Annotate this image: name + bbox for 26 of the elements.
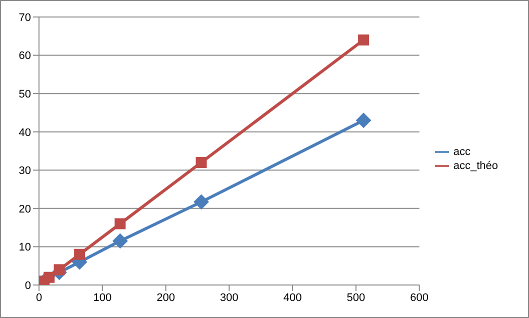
y-tick-label: 30 <box>18 165 31 178</box>
x-tick-label: 500 <box>346 292 366 304</box>
y-tick-label: 0 <box>24 280 31 292</box>
x-tick-label: 0 <box>36 292 42 304</box>
point <box>356 112 372 128</box>
point <box>112 233 128 248</box>
x-tick-label: 100 <box>93 292 112 304</box>
point <box>358 34 370 46</box>
x-tick-label: 200 <box>156 292 175 304</box>
point <box>74 248 86 260</box>
y-tick-label: 10 <box>18 242 31 254</box>
point <box>196 156 207 168</box>
y-tick-label: 60 <box>18 50 31 62</box>
y-tick-label: 50 <box>18 88 31 100</box>
point <box>44 272 55 283</box>
x-tick-label: 600 <box>410 292 429 304</box>
y-tick-label: 40 <box>18 126 31 139</box>
y-tick-label: 20 <box>18 203 31 216</box>
point <box>194 194 209 210</box>
x-tick-label: 400 <box>283 292 302 304</box>
legend-label: acc <box>453 146 470 158</box>
point <box>54 264 65 276</box>
legend-label: acc_théo <box>453 160 498 172</box>
x-tick-label: 300 <box>220 292 238 304</box>
y-tick-label: 70 <box>18 12 31 24</box>
point <box>114 218 126 230</box>
